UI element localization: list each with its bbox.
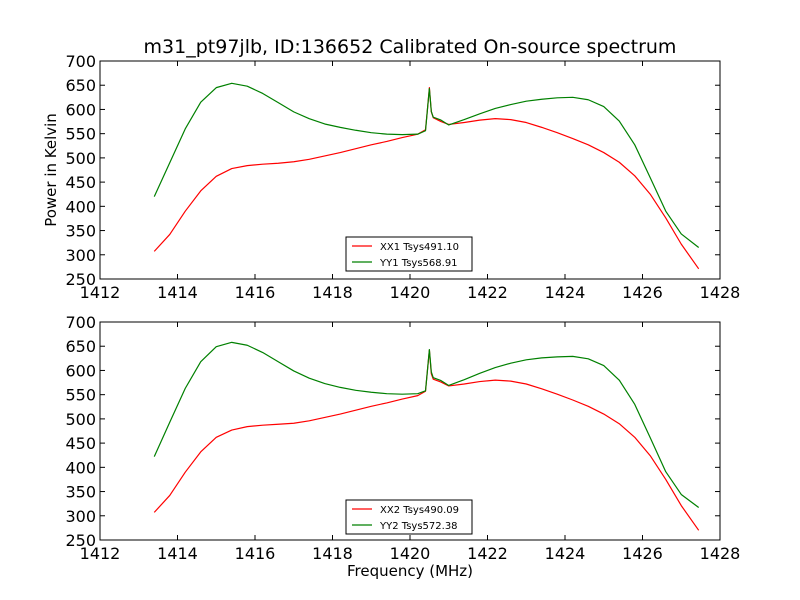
y-tick-label: 600 <box>65 100 96 119</box>
y-tick-label: 450 <box>65 173 96 192</box>
x-tick-label: 1428 <box>700 544 741 563</box>
y-tick-label: 350 <box>65 483 96 502</box>
x-tick-label: 1424 <box>545 544 586 563</box>
y-tick-label: 350 <box>65 222 96 241</box>
series-line-yy1 <box>153 82 700 248</box>
x-axis-label: Frequency (MHz) <box>347 562 473 580</box>
bottom-panel: 1412 1414 1416 1418 1420 1422 1424 1426 1428 250 3… <box>65 313 740 563</box>
x-tick-label: 1416 <box>235 283 276 302</box>
x-tick-label: 1412 <box>80 283 121 302</box>
legend-label: XX2 Tsys490.09 <box>380 505 459 516</box>
x-tick-label: 1426 <box>622 544 663 563</box>
y-tick-label: 550 <box>65 386 96 405</box>
legend-box <box>345 499 473 535</box>
y-axis-label: Power in Kelvin <box>42 113 60 227</box>
y-tick-label: 300 <box>65 246 96 265</box>
x-tick-label: 1420 <box>390 544 431 563</box>
x-tick-label: 1426 <box>622 283 663 302</box>
y-tick-label: 400 <box>65 197 96 216</box>
y-tick-label: 700 <box>65 313 96 332</box>
x-tick-label: 1422 <box>467 283 508 302</box>
y-tick-label: 250 <box>65 531 96 550</box>
y-tick-label: 650 <box>65 76 96 95</box>
x-tick-label: 1418 <box>312 544 353 563</box>
legend-box <box>345 236 473 272</box>
y-tick-label: 650 <box>65 337 96 356</box>
top-panel: 1412 1414 1416 1418 1420 1422 1424 1426 1428 250 3… <box>65 52 740 302</box>
y-tick-label: 700 <box>65 52 96 71</box>
x-tick-label: 1422 <box>467 544 508 563</box>
y-tick-label: 300 <box>65 507 96 526</box>
x-tick-label: 1414 <box>157 283 198 302</box>
x-tick-label: 1412 <box>80 544 121 563</box>
y-tick-label: 400 <box>65 458 96 477</box>
y-tick-label: 500 <box>65 410 96 429</box>
legend-label: XX1 Tsys491.10 <box>380 242 459 253</box>
y-tick-label: 450 <box>65 434 96 453</box>
x-tick-label: 1428 <box>700 283 741 302</box>
x-tick-label: 1414 <box>157 544 198 563</box>
x-tick-label: 1424 <box>545 283 586 302</box>
y-tick-label: 550 <box>65 125 96 144</box>
x-tick-label: 1420 <box>390 283 431 302</box>
legend-label: YY1 Tsys568.91 <box>379 258 458 269</box>
y-tick-label: 600 <box>65 361 96 380</box>
x-tick-label: 1418 <box>312 283 353 302</box>
series-line-xx1 <box>153 87 700 270</box>
y-tick-label: 250 <box>65 270 96 289</box>
series-line-yy2 <box>153 341 700 509</box>
x-tick-label: 1416 <box>235 544 276 563</box>
chart-title: m31_pt97jlb, ID:136652 Calibrated On-sou… <box>144 36 677 58</box>
y-tick-label: 500 <box>65 149 96 168</box>
legend-label: YY2 Tsys572.38 <box>379 521 458 532</box>
